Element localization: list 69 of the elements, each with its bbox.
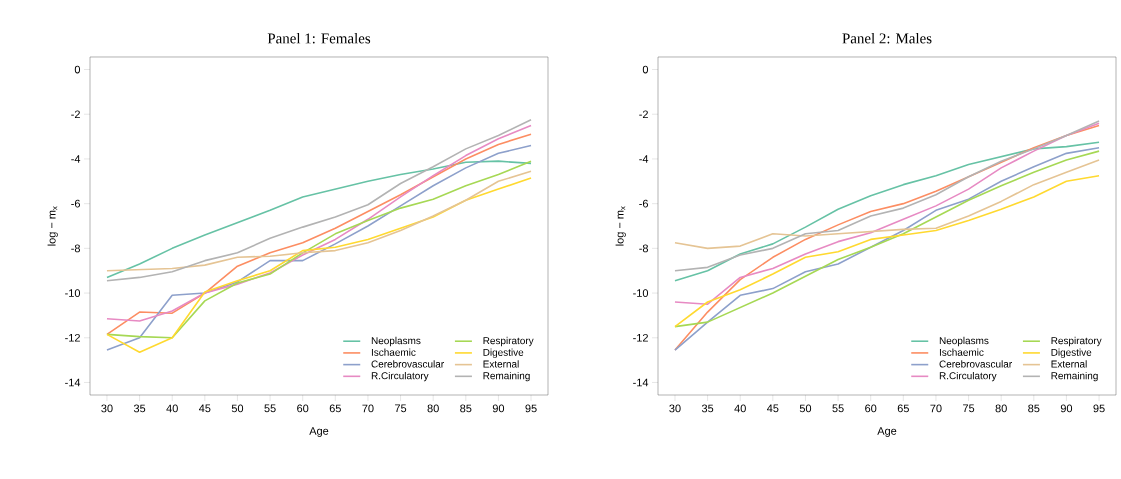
y-axis-title: log − m$_{x}$ <box>47 206 58 246</box>
legend-label: Neoplasms <box>939 336 989 347</box>
y-tick-label: -12 <box>633 333 648 342</box>
x-tick-label: 85 <box>1028 404 1040 413</box>
x-tick-label: 80 <box>427 404 439 413</box>
legend-label: R.Circulatory <box>939 371 997 382</box>
x-tick-label: 50 <box>799 404 812 413</box>
x-tick-label: 75 <box>963 404 975 413</box>
x-tick-label: 60 <box>865 404 877 413</box>
y-tick-label: 0 <box>642 65 649 74</box>
x-tick-label: 35 <box>701 404 714 413</box>
line-series <box>106 119 532 282</box>
legend-label: R.Circulatory <box>371 371 429 382</box>
legend-label: Ischaemic <box>371 348 416 356</box>
y-tick-label: -10 <box>633 289 649 297</box>
x-tick-label: 45 <box>198 404 211 413</box>
legend-label: Ischaemic <box>939 348 984 356</box>
y-tick-label: -6 <box>71 199 80 208</box>
legend-label: Digestive <box>1051 348 1092 358</box>
x-tick-label: 90 <box>492 404 505 413</box>
x-tick-label: 30 <box>101 404 113 413</box>
y-tick-label: -4 <box>639 155 649 163</box>
y-tick-label: -14 <box>65 378 81 387</box>
x-tick-label: 65 <box>329 404 341 413</box>
y-tick-label: -8 <box>71 244 80 253</box>
x-tick-label: 55 <box>264 404 276 413</box>
x-tick-label: 40 <box>166 404 178 413</box>
y-tick-label: -2 <box>71 110 80 119</box>
legend-label: External <box>483 360 519 368</box>
x-axis-title: Age <box>309 427 329 437</box>
x-tick-label: 85 <box>460 404 472 413</box>
y-tick-label: -6 <box>639 199 648 208</box>
x-tick-label: 90 <box>1060 404 1073 413</box>
y-tick-label: -12 <box>65 333 80 342</box>
chart-title: Panel 2: Males <box>842 32 932 44</box>
x-tick-label: 55 <box>832 404 844 413</box>
y-tick-label: -2 <box>639 110 648 119</box>
x-tick-label: 60 <box>297 404 309 413</box>
legend-label: Respiratory <box>1051 336 1102 347</box>
legend-label: Remaining <box>1051 371 1098 382</box>
legend-label: Respiratory <box>483 336 534 347</box>
chart-title: Panel 1: Females <box>267 32 371 44</box>
x-tick-label: 80 <box>995 404 1007 413</box>
legend-label: External <box>1051 360 1087 368</box>
legend-label: Cerebrovascular <box>939 360 1012 368</box>
y-tick-label: -14 <box>633 378 649 387</box>
x-axis-title: Age <box>877 427 897 437</box>
x-tick-label: 70 <box>930 404 942 413</box>
line-series <box>674 120 1100 272</box>
x-tick-label: 75 <box>395 404 407 413</box>
legend-label: Digestive <box>483 348 524 358</box>
legend-label: Cerebrovascular <box>371 360 444 368</box>
line-series <box>674 122 1100 306</box>
x-tick-label: 95 <box>525 404 537 413</box>
x-tick-label: 50 <box>231 404 244 413</box>
x-tick-label: 95 <box>1093 404 1105 413</box>
y-axis-title: log − m$_{x}$ <box>615 206 626 246</box>
x-tick-label: 45 <box>766 404 779 413</box>
x-tick-label: 65 <box>897 404 909 413</box>
y-tick-label: -4 <box>71 155 81 163</box>
x-tick-label: 30 <box>669 404 681 413</box>
y-tick-label: -8 <box>639 244 648 253</box>
y-tick-label: 0 <box>74 65 81 74</box>
x-tick-label: 40 <box>734 404 746 413</box>
x-tick-label: 70 <box>362 404 374 413</box>
legend-label: Neoplasms <box>371 336 421 347</box>
x-tick-label: 35 <box>133 404 146 413</box>
y-tick-label: -10 <box>65 289 81 297</box>
legend-label: Remaining <box>483 371 530 382</box>
